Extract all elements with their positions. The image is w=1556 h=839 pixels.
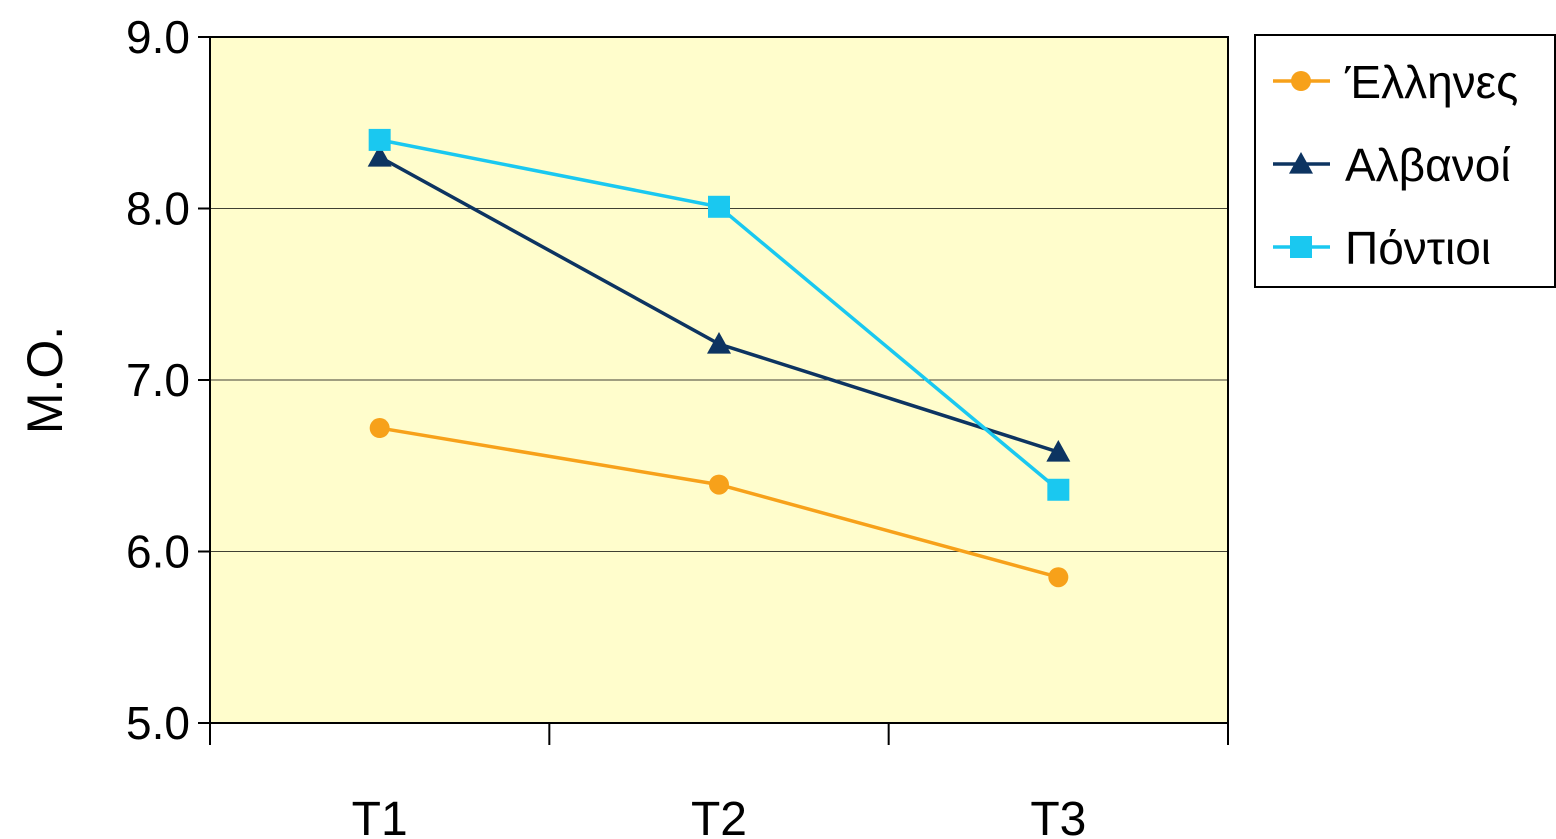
data-point-square bbox=[708, 195, 730, 218]
legend-label: Αλβανοί bbox=[1345, 139, 1511, 191]
series-group bbox=[367, 128, 1071, 588]
data-point-triangle bbox=[707, 331, 731, 354]
data-point-square bbox=[1047, 478, 1070, 501]
data-point-circle bbox=[709, 474, 729, 495]
x-category-labels: T1 T2 T3 bbox=[352, 793, 1087, 839]
x-category-label: T1 bbox=[352, 793, 408, 839]
series-3 bbox=[368, 128, 1070, 501]
legend-label: Έλληνες bbox=[1344, 56, 1518, 108]
y-tick-label: 8.0 bbox=[126, 183, 190, 235]
data-point-circle bbox=[1048, 567, 1069, 588]
data-point-triangle bbox=[367, 145, 392, 167]
data-point-square bbox=[1290, 236, 1312, 258]
series-2 bbox=[367, 145, 1071, 462]
data-point-circle bbox=[369, 418, 390, 439]
data-point-square bbox=[368, 128, 391, 151]
y-tick-label: 6.0 bbox=[126, 526, 190, 578]
x-category-label: T2 bbox=[691, 793, 747, 839]
series-1 bbox=[369, 418, 1069, 588]
data-point-circle bbox=[1291, 71, 1311, 91]
data-point-triangle bbox=[1289, 152, 1313, 174]
legend: Έλληνες Αλβανοί Πόντιοι bbox=[1254, 34, 1556, 288]
y-tick-labels: 5.0 6.0 7.0 8.0 9.0 bbox=[126, 11, 190, 749]
y-tick-label: 5.0 bbox=[126, 697, 190, 749]
data-point-triangle bbox=[1046, 440, 1071, 462]
legend-item: Πόντιοι bbox=[1273, 222, 1491, 274]
legend-label: Πόντιοι bbox=[1345, 222, 1491, 274]
axes bbox=[198, 36, 1229, 745]
legend-item: Έλληνες bbox=[1273, 56, 1518, 108]
y-tick-label: 9.0 bbox=[126, 11, 190, 63]
x-category-label: T3 bbox=[1030, 793, 1086, 839]
y-tick-label: 7.0 bbox=[126, 354, 190, 406]
legend-item: Αλβανοί bbox=[1273, 139, 1511, 191]
plot-frame bbox=[209, 36, 1229, 724]
y-axis-title: Μ.Ο. bbox=[17, 326, 73, 434]
